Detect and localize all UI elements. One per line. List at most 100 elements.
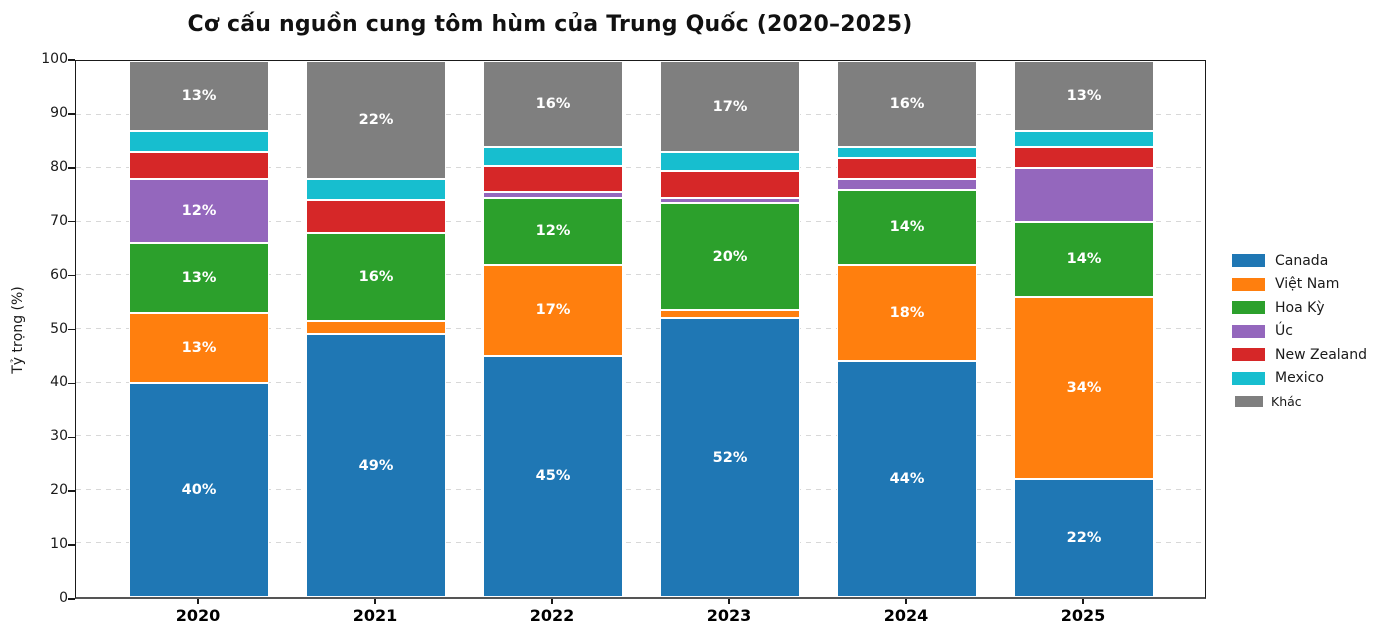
bar-segment-khác: 17%	[660, 61, 800, 153]
bar-segment-mexico	[1014, 130, 1154, 147]
bar-value-label: 44%	[889, 471, 925, 488]
bar-segment-khác: 22%	[306, 61, 446, 179]
bar-segment-úc	[1014, 168, 1154, 222]
bar-segment-hoa-kỳ: 14%	[837, 189, 977, 265]
bar-segment-khác: 16%	[837, 61, 977, 147]
y-tick-label: 70	[50, 212, 68, 229]
bar-segment-canada: 22%	[1014, 479, 1154, 597]
bar-segment-mexico	[306, 178, 446, 201]
x-tick-mark	[374, 599, 376, 604]
bar-segment-úc	[483, 192, 623, 198]
x-tick-mark	[551, 599, 553, 604]
bar-segment-việt-nam: 34%	[1014, 296, 1154, 480]
y-tick-label: 0	[59, 590, 68, 606]
x-tick-mark	[905, 599, 907, 604]
bar-segment-việt-nam: 13%	[129, 312, 269, 383]
gridline	[76, 435, 1205, 437]
gridline	[76, 167, 1205, 169]
legend-label: Canada	[1275, 252, 1329, 269]
y-tick-label: 80	[50, 158, 68, 175]
bar-segment-mexico	[660, 152, 800, 171]
y-tick-mark	[68, 167, 75, 169]
bar-value-label: 13%	[181, 339, 217, 356]
bar-value-label: 14%	[889, 219, 925, 236]
bar-segment-new-zealand	[129, 152, 269, 179]
y-tick-mark	[68, 274, 75, 277]
y-tick-mark	[68, 328, 75, 331]
legend-label: Mexico	[1275, 370, 1324, 387]
gridline	[76, 328, 1205, 329]
x-tick-label: 2025	[1060, 606, 1106, 625]
bar-value-label: 49%	[358, 457, 394, 474]
legend-item-mexico: Mexico	[1232, 367, 1367, 391]
bar-segment-việt-nam: 18%	[837, 264, 977, 362]
bar-segment-hoa-kỳ: 13%	[129, 243, 269, 313]
bar-value-label: 13%	[181, 87, 217, 104]
bar-segment-hoa-kỳ: 12%	[483, 197, 623, 265]
bar-segment-khác: 13%	[1014, 61, 1154, 131]
x-tick-label: 2022	[529, 606, 575, 625]
y-tick-label: 10	[50, 536, 68, 553]
bar-segment-việt-nam: 17%	[483, 264, 623, 356]
legend-item-hoa-kỳ: Hoa Kỳ	[1232, 296, 1367, 320]
bar-segment-hoa-kỳ: 20%	[660, 203, 800, 311]
bar-segment-new-zealand	[837, 157, 977, 179]
y-tick-label: 30	[50, 428, 68, 445]
y-tick-label: 60	[50, 266, 68, 283]
legend: Canada Việt Nam Hoa Kỳ Úc New Zealand Mexico K…	[1232, 249, 1367, 414]
legend-item-úc: Úc	[1232, 320, 1367, 344]
legend-label: Khác	[1271, 394, 1302, 410]
bar-2022: 45% 17% 12% 16%	[483, 61, 623, 597]
bar-segment-canada: 49%	[306, 334, 446, 597]
bar-segment-mexico	[483, 146, 623, 166]
bar-value-label: 16%	[889, 95, 925, 112]
x-tick-mark	[728, 599, 730, 604]
legend-item-canada: Canada	[1232, 249, 1367, 273]
gridline	[76, 113, 1205, 115]
plot-area: 40% 13% 13% 12% 13% 49% 16% 22% 45% 17% 12% 16% 52% 2…	[75, 60, 1206, 599]
bar-value-label: 45%	[535, 468, 571, 485]
bar-segment-hoa-kỳ: 14%	[1014, 221, 1154, 297]
bar-segment-mexico	[837, 146, 977, 158]
bar-segment-khác: 13%	[129, 61, 269, 131]
bar-value-label: 12%	[181, 203, 217, 220]
gridline	[76, 274, 1205, 276]
bar-value-label: 20%	[712, 248, 748, 265]
bar-segment-việt-nam	[306, 320, 446, 335]
legend-label: Việt Nam	[1275, 276, 1340, 293]
legend-item-khác: Khác	[1232, 390, 1367, 414]
y-tick-mark	[68, 490, 75, 492]
bar-2021: 49% 16% 22%	[306, 61, 446, 597]
y-tick-label: 20	[50, 482, 68, 499]
y-tick-mark	[68, 544, 75, 546]
gridline	[76, 220, 1205, 222]
legend-swatch-new-zealand	[1232, 348, 1265, 362]
gridline	[76, 488, 1205, 490]
legend-swatch-khác	[1235, 396, 1263, 408]
y-tick-mark	[68, 436, 75, 439]
x-tick-mark	[1082, 599, 1084, 604]
bar-2023: 52% 20% 17%	[660, 61, 800, 597]
y-tick-mark	[68, 220, 75, 223]
x-tick-label: 2021	[352, 606, 398, 625]
legend-swatch-canada	[1232, 254, 1265, 268]
legend-swatch-mexico	[1232, 371, 1265, 385]
y-tick-label: 100	[41, 51, 68, 67]
bar-segment-new-zealand	[483, 165, 623, 193]
bar-segment-úc	[660, 197, 800, 204]
y-axis-label: Tỷ trọng (%)	[10, 286, 26, 374]
bar-2025: 22% 34% 14% 13%	[1014, 61, 1154, 597]
x-tick-label: 2023	[706, 606, 752, 625]
bar-segment-canada: 52%	[660, 318, 800, 597]
legend-swatch-việt-nam	[1232, 277, 1265, 291]
bar-value-label: 16%	[358, 268, 394, 285]
bar-value-label: 34%	[1066, 379, 1102, 396]
y-tick-mark	[68, 598, 75, 600]
bar-segment-khác: 16%	[483, 61, 623, 147]
bar-2020: 40% 13% 13% 12% 13%	[129, 61, 269, 597]
bar-value-label: 16%	[535, 95, 571, 112]
bar-segment-canada: 44%	[837, 361, 977, 597]
bar-value-label: 40%	[181, 481, 217, 498]
y-tick-label: 90	[50, 104, 68, 121]
